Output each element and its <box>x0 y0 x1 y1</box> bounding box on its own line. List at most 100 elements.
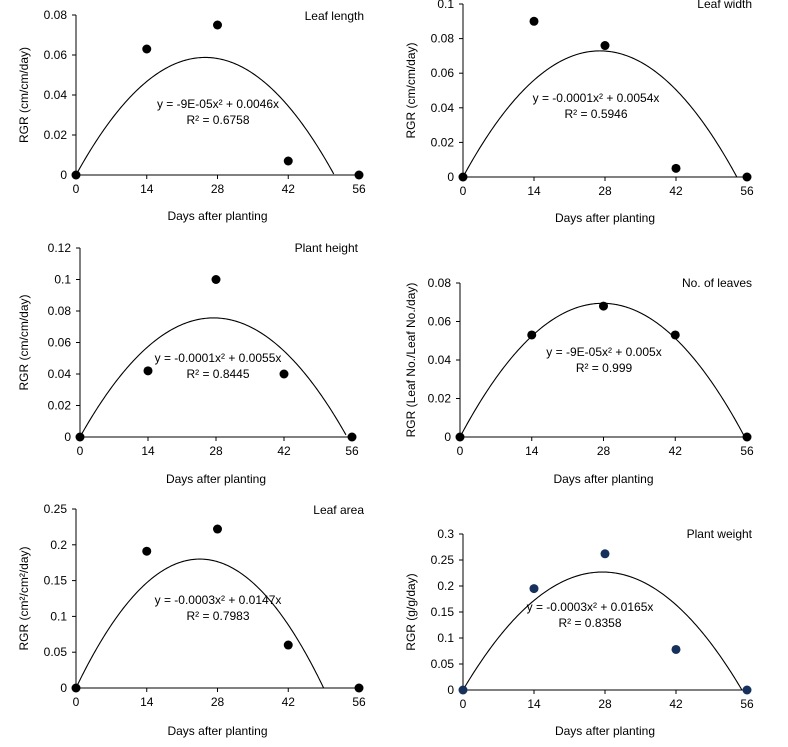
y-tick-label: 0.08 <box>428 276 452 290</box>
x-tick-label: 56 <box>352 182 366 196</box>
x-tick-label: 14 <box>527 184 541 198</box>
data-point <box>671 163 681 173</box>
y-axis-label: RGR (cm/cm/day) <box>17 294 31 390</box>
data-point <box>75 432 85 442</box>
x-tick-label: 14 <box>140 182 154 196</box>
x-tick-label: 56 <box>740 697 754 711</box>
x-tick-label: 0 <box>73 695 80 709</box>
x-tick-label: 28 <box>211 695 225 709</box>
x-axis-label: Days after planting <box>555 211 655 225</box>
y-tick-label: 0 <box>444 430 451 444</box>
x-tick-label: 14 <box>140 695 154 709</box>
data-point <box>71 170 81 180</box>
x-tick-label: 56 <box>345 444 359 458</box>
fit-r-squared: R² = 0.8445 <box>186 367 249 381</box>
y-tick-label: 0.1 <box>54 273 71 287</box>
y-tick-label: 0.04 <box>431 101 455 115</box>
y-tick-label: 0.15 <box>431 605 455 619</box>
data-point <box>600 41 610 51</box>
data-point <box>455 432 465 442</box>
y-tick-label: 0.02 <box>431 135 455 149</box>
panel-title: Plant height <box>295 241 359 255</box>
x-tick-label: 56 <box>740 184 754 198</box>
data-point <box>742 172 752 182</box>
data-point <box>742 685 752 695</box>
x-tick-label: 0 <box>73 182 80 196</box>
x-tick-label: 56 <box>740 444 754 458</box>
panel-title: Leaf area <box>313 503 364 517</box>
chart-panel: 0 0.02 0.04 0.06 0.08 0.1 0.12 0 14 28 42 56 Plant h… <box>17 241 359 486</box>
data-point <box>142 546 152 556</box>
x-tick-label: 0 <box>457 444 464 458</box>
x-tick-label: 42 <box>669 697 683 711</box>
y-axis-label: RGR (cm/cm/day) <box>404 42 418 138</box>
x-tick-label: 56 <box>352 695 366 709</box>
y-tick-label: 0.05 <box>431 657 455 671</box>
chart-panel: 0 0.02 0.04 0.06 0.08 0 14 28 42 56 No. of leaves y… <box>404 276 754 486</box>
x-tick-label: 28 <box>598 697 612 711</box>
x-axis-label: Days after planting <box>166 472 266 486</box>
x-tick-label: 42 <box>282 695 296 709</box>
y-tick-label: 0.1 <box>437 631 454 645</box>
y-axis-label: RGR (g/g/day) <box>404 573 418 650</box>
fit-equation: y = -0.0003x² + 0.0165x <box>527 600 654 614</box>
y-tick-label: 0 <box>447 683 454 697</box>
x-tick-label: 0 <box>460 184 467 198</box>
data-point <box>529 584 539 594</box>
data-point <box>213 20 222 30</box>
trend-curve <box>79 317 347 438</box>
y-tick-label: 0.06 <box>431 66 455 80</box>
chart-panel: 0 0.05 0.1 0.15 0.2 0.25 0 14 28 42 56 Leaf area y =… <box>17 502 366 738</box>
y-tick-label: 0.06 <box>48 336 72 350</box>
fit-r-squared: R² = 0.7983 <box>186 609 249 623</box>
y-tick-label: 0 <box>60 168 67 182</box>
data-point <box>671 644 681 654</box>
data-point <box>211 275 221 284</box>
x-tick-label: 14 <box>527 697 541 711</box>
x-tick-label: 28 <box>209 444 223 458</box>
x-tick-label: 42 <box>669 444 683 458</box>
chart-panel: 0 0.02 0.04 0.06 0.08 0 14 28 42 56 Leaf length y =… <box>17 8 366 223</box>
y-tick-label: 0.02 <box>48 399 72 413</box>
y-tick-label: 0.06 <box>428 315 452 329</box>
data-point <box>142 44 152 54</box>
x-tick-label: 42 <box>282 182 296 196</box>
data-point <box>599 301 608 311</box>
y-tick-label: 0.25 <box>431 553 455 567</box>
y-axis-label: RGR (Leaf No./Leaf No./day) <box>404 283 418 438</box>
data-point <box>354 170 364 180</box>
y-tick-label: 0.12 <box>48 241 72 255</box>
fit-r-squared: R² = 0.8358 <box>558 616 621 630</box>
data-point <box>354 683 364 693</box>
x-tick-label: 14 <box>525 444 539 458</box>
data-point <box>742 432 752 442</box>
data-point <box>527 330 537 340</box>
fit-equation: y = -0.0001x² + 0.0054x <box>533 91 660 105</box>
y-tick-label: 0.15 <box>44 574 68 588</box>
y-axis-label: RGR (cm/cm/day) <box>17 47 31 143</box>
x-tick-label: 14 <box>141 444 155 458</box>
data-point <box>143 366 153 376</box>
data-point <box>347 432 357 442</box>
fit-equation: y = -0.0003x² + 0.0147x <box>155 593 282 607</box>
x-tick-label: 0 <box>460 697 467 711</box>
data-point <box>213 524 222 534</box>
y-tick-label: 0.04 <box>44 88 68 102</box>
x-tick-label: 0 <box>77 444 84 458</box>
y-tick-label: 0.08 <box>431 32 455 46</box>
y-tick-label: 0.2 <box>50 538 67 552</box>
y-tick-label: 0.08 <box>44 8 68 22</box>
y-tick-label: 0.05 <box>44 645 68 659</box>
y-tick-label: 0.25 <box>44 502 68 516</box>
y-tick-label: 0.04 <box>48 367 72 381</box>
data-point <box>600 549 610 559</box>
y-tick-label: 0.3 <box>437 527 454 541</box>
y-tick-label: 0.1 <box>50 609 67 623</box>
x-tick-label: 42 <box>277 444 291 458</box>
data-point <box>458 172 468 182</box>
y-axis-label: RGR (cm²/cm²/day) <box>17 547 31 651</box>
panel-title: Leaf length <box>305 9 364 23</box>
y-tick-label: 0 <box>64 430 71 444</box>
fit-equation: y = -9E-05x² + 0.005x <box>546 345 661 359</box>
y-tick-label: 0.2 <box>437 579 454 593</box>
